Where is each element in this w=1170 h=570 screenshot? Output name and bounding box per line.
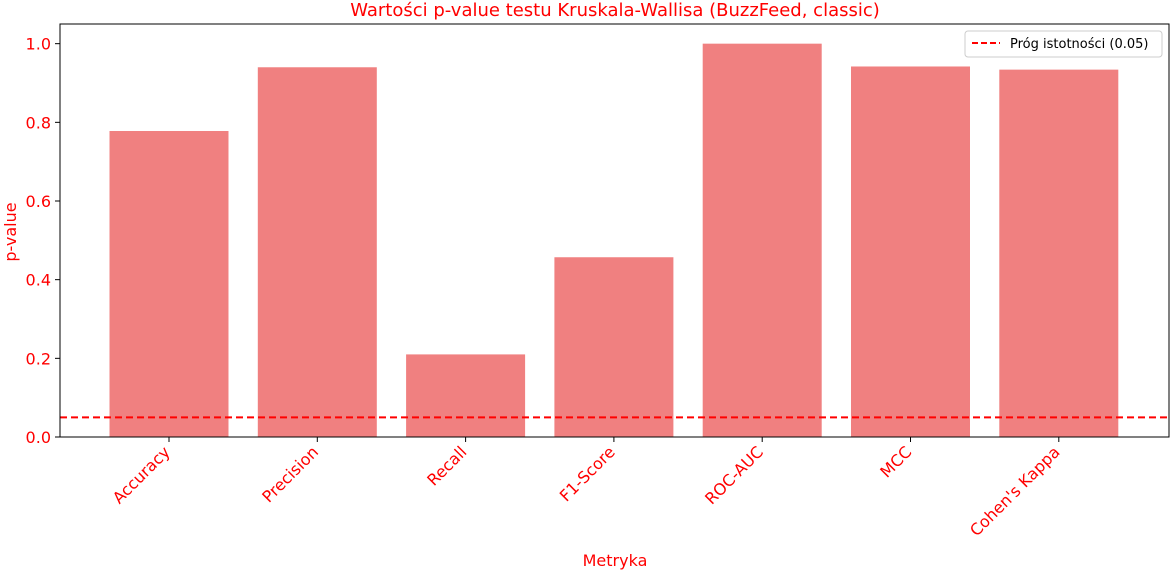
- x-tick-label-3: F1-Score: [556, 442, 619, 505]
- y-tick-label-0: 0.0: [26, 428, 51, 447]
- bar-2: [406, 354, 526, 437]
- x-axis-label: Metryka: [583, 551, 648, 570]
- plot-frame: [59, 23, 1170, 438]
- bar-5: [851, 66, 970, 437]
- legend-box: [964, 30, 1163, 58]
- chart-title: Wartości p-value testu Kruskala-Wallisa …: [350, 0, 880, 21]
- axes-group: [59, 23, 1170, 438]
- legend: Próg istotności (0.05): [964, 30, 1163, 58]
- bar-3: [554, 257, 674, 437]
- legend-threshold-label: Próg istotności (0.05): [1010, 37, 1149, 52]
- x-tick-label-2: Recall: [423, 442, 470, 489]
- bar-0: [109, 130, 229, 437]
- y-tick-label-4: 0.8: [26, 113, 51, 132]
- bars-group: [109, 43, 1119, 438]
- x-tick-label-1: Precision: [258, 442, 322, 506]
- y-tick-label-2: 0.4: [26, 271, 51, 290]
- bar-6: [999, 69, 1119, 438]
- x-tick-label-0: Accuracy: [109, 442, 174, 507]
- x-ticks-group: Accuracy Precision Recall F1-Score ROC-AUC MC…: [109, 437, 1064, 540]
- x-tick-label-5: MCC: [876, 442, 915, 481]
- y-tick-label-1: 0.2: [26, 349, 51, 368]
- bar-1: [257, 67, 377, 438]
- y-tick-label-5: 1.0: [26, 35, 51, 54]
- y-axis-label: p-value: [1, 202, 20, 261]
- x-tick-label-6: Cohen's Kappa: [966, 442, 1064, 540]
- y-ticks-group: 0.0 0.2 0.4 0.6 0.8 1.0: [26, 35, 60, 447]
- y-tick-label-3: 0.6: [26, 192, 51, 211]
- x-tick-label-4: ROC-AUC: [701, 442, 767, 508]
- bar-4: [702, 43, 822, 438]
